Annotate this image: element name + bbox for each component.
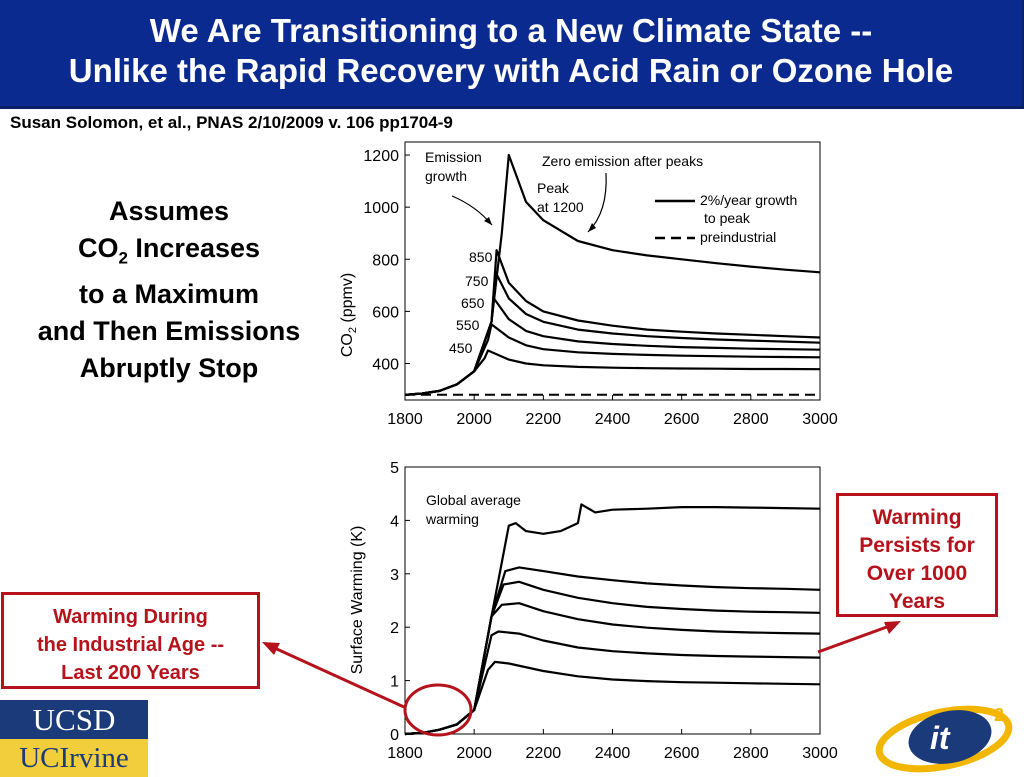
co2-y-tick-label: 1200 [363,148,399,165]
warming-during-line-3: Last 200 Years [61,662,200,684]
warming-during-callout: Warming During the Industrial Age -- Las… [1,592,260,689]
warming-x-tick-label: 2800 [733,745,769,762]
legend-dashed-label: preindustrial [700,229,776,245]
peak-value-label-850: 850 [469,249,493,265]
peak-arrowhead [588,223,596,232]
industrial-age-highlight-circle [403,683,473,737]
co2-y-tick-label: 400 [372,357,399,374]
warming-y-tick-label: 2 [390,620,399,637]
emission-growth-arrowhead [484,217,492,225]
global-average-label-1: Global average [426,492,521,508]
warming-x-tick-label: 2000 [456,745,492,762]
uc-irvine-logo: UCIrvine [0,739,148,777]
co2-x-tick-label: 3000 [802,411,838,428]
co2-y-tick-label: 600 [372,304,399,321]
assumes-line-5: Abruptly Stop [79,353,259,384]
peak-value-label-550: 550 [456,317,480,333]
assumes-line-2: CO2 Increases [10,230,328,276]
warming-x-tick-label: 2600 [664,745,700,762]
warming-y-tick-label: 5 [390,460,399,477]
co2-plot-frame [404,141,821,401]
warming-persists-line-1: Warming [872,506,962,529]
peak-label-2: at 1200 [537,199,584,215]
co2-x-tick-label: 2600 [664,411,700,428]
it2-logo-superscript: 2 [994,705,1004,725]
warming-series-line-3 [404,602,821,736]
peak-label-1: Peak [537,180,570,196]
warming-during-line-1: Warming During [53,606,208,628]
co2-series-line-5 [404,349,821,396]
legend-solid-label-1: 2%/year growth [700,192,797,208]
warming-series-line-4 [404,630,821,736]
citation: Susan Solomon, et al., PNAS 2/10/2009 v.… [10,113,453,132]
co2-x-tick-label: 1800 [387,411,423,428]
co2-y-tick-label: 1000 [363,200,399,217]
assumes-co: CO [77,233,119,263]
ucsd-logo: UCSD [0,700,148,739]
right-callout-arrow [817,622,896,654]
peak-value-label-650: 650 [461,295,485,311]
assumes-line-3: to a Maximum [78,279,260,310]
co2-series-line-1 [404,249,821,396]
warming-series-line-0 [404,503,821,736]
warming-x-tick-label: 2400 [595,745,631,762]
peak-arrow [587,172,607,233]
warming-x-tick-label: 2200 [526,745,562,762]
co2-series-line-2 [404,271,821,396]
it2-logo-badge [908,710,992,764]
legend-solid-label-2: to peak [704,210,751,226]
co2-series-line-3 [404,297,821,396]
slide-title-line-2: Unlike the Rapid Recovery with Acid Rain… [68,52,954,89]
warming-during-line-2: the Industrial Age -- [36,634,225,656]
emission-growth-arrow [451,195,493,226]
assumes-text: Assumes CO2 Increases to a Maximum and T… [10,193,328,387]
co2-series-line-4 [404,323,821,396]
it2-logo: it 2 [875,705,1013,773]
warming-persists-line-3: Over 1000 [866,562,968,585]
emission-growth-label-2: growth [425,168,467,184]
warming-persists-line-4: Years [888,590,946,613]
assumes-line-4: and Then Emissions [37,316,301,347]
warming-y-tick-label: 1 [390,674,399,691]
assumes-increases: Increases [127,233,261,263]
slide-title-line-1: We Are Transitioning to a New Climate St… [149,12,873,49]
it2-logo-swoosh [875,705,1013,773]
co2-axis-label: CO2 (ppmv) [339,273,359,357]
warming-x-tick-label: 3000 [802,745,838,762]
co2-x-tick-label: 2400 [595,411,631,428]
peak-value-label-750: 750 [465,273,489,289]
it2-logo-text: it [930,720,951,756]
co2-x-tick-label: 2200 [526,411,562,428]
warming-plot-frame [404,466,821,735]
assumes-co2-subscript: 2 [118,248,128,268]
emission-growth-label-1: Emission [425,149,482,165]
co2-x-tick-label: 2000 [456,411,492,428]
warming-y-tick-label: 4 [390,513,399,530]
warming-series-line-2 [404,580,821,736]
warming-series-line-1 [404,566,821,736]
co2-series-line-0 [404,153,821,396]
warming-x-tick-label: 1800 [387,745,423,762]
warming-y-tick-label: 3 [390,567,399,584]
title-bar: We Are Transitioning to a New Climate St… [0,0,1024,109]
warming-axis-label: Surface Warming (K) [349,526,366,675]
warming-y-tick-label: 0 [390,727,399,744]
left-callout-arrowhead [262,642,280,655]
warming-persists-line-2: Persists for [859,534,975,557]
global-average-label-2: warming [425,511,479,527]
zero-emission-label: Zero emission after peaks [542,153,703,169]
assumes-line-1: Assumes [108,196,230,226]
co2-x-tick-label: 2800 [733,411,769,428]
peak-value-label-450: 450 [449,340,473,356]
warming-series-line-5 [404,660,821,736]
warming-persists-callout: Warming Persists for Over 1000 Years [836,493,998,617]
right-callout-arrowhead [884,621,901,634]
co2-y-tick-label: 800 [372,252,399,269]
left-callout-arrow [267,643,405,709]
